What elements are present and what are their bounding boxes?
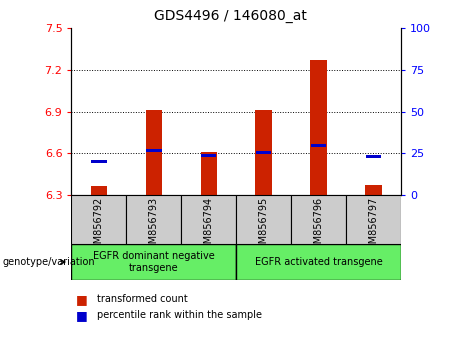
Text: GDS4496 / 146080_at: GDS4496 / 146080_at	[154, 9, 307, 23]
Bar	[311, 144, 326, 147]
Text: EGFR activated transgene: EGFR activated transgene	[255, 257, 383, 267]
Bar	[201, 152, 217, 195]
Text: EGFR dominant negative
transgene: EGFR dominant negative transgene	[93, 251, 215, 273]
Text: ■: ■	[76, 309, 88, 321]
Bar	[181, 195, 236, 244]
Text: ■: ■	[76, 293, 88, 306]
Text: percentile rank within the sample: percentile rank within the sample	[97, 310, 262, 320]
Bar	[236, 195, 291, 244]
Bar	[146, 149, 161, 153]
Bar	[346, 195, 401, 244]
Bar	[256, 151, 272, 154]
Bar	[310, 60, 327, 195]
Bar	[91, 160, 106, 163]
Bar	[71, 244, 236, 280]
Bar	[126, 195, 181, 244]
Text: GSM856793: GSM856793	[149, 197, 159, 256]
Bar	[366, 155, 381, 158]
Bar	[146, 110, 162, 195]
Text: GSM856794: GSM856794	[204, 197, 214, 256]
Text: GSM856797: GSM856797	[369, 197, 378, 256]
Bar	[291, 195, 346, 244]
Bar	[236, 244, 401, 280]
Bar	[366, 185, 382, 195]
Text: genotype/variation: genotype/variation	[2, 257, 95, 267]
Bar	[201, 154, 217, 157]
Bar	[91, 186, 107, 195]
Text: GSM856795: GSM856795	[259, 197, 269, 256]
Text: transformed count: transformed count	[97, 294, 188, 304]
Text: GSM856796: GSM856796	[313, 197, 324, 256]
Bar	[71, 195, 126, 244]
Bar	[255, 110, 272, 195]
Text: GSM856792: GSM856792	[94, 197, 104, 256]
